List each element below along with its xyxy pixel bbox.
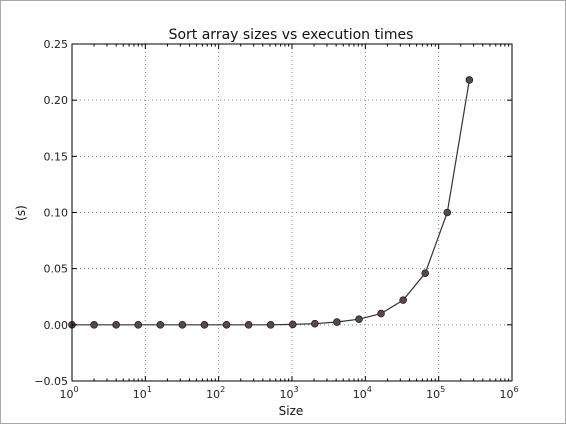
series-line	[72, 79, 470, 326]
x-tick-label: 105	[426, 385, 445, 401]
x-tick-label: 103	[279, 385, 298, 401]
x-tick-exponent: 3	[293, 385, 298, 394]
x-tick-base: 10	[133, 388, 147, 401]
x-tick-label: 106	[499, 385, 518, 401]
x-tick-base: 10	[499, 388, 513, 401]
x-tick-exponent: 5	[440, 385, 445, 394]
x-tick-base: 10	[59, 388, 73, 401]
x-tick-exponent: 0	[73, 385, 78, 394]
x-tick-labels: 100 101 102 103 104 105 106	[59, 385, 518, 401]
data-point	[333, 318, 341, 326]
data-point	[200, 321, 209, 329]
y-tick-label: 0.10	[44, 207, 69, 220]
x-tick-base: 10	[353, 388, 367, 401]
x-axis-label: Size	[279, 404, 304, 418]
data-point	[377, 309, 385, 318]
y-tick-label: 0.20	[44, 94, 69, 107]
x-tick-label: 100	[59, 385, 78, 401]
series-layer	[68, 76, 474, 329]
data-point	[465, 76, 474, 84]
ticks	[71, 43, 513, 382]
y-tick-label: 0.25	[44, 38, 69, 51]
x-tick-base: 10	[426, 388, 440, 401]
y-tick-label: −0.05	[34, 375, 68, 388]
y-tick-labels: −0.05 0.00 0.05 0.10 0.15 0.20 0.25	[34, 38, 68, 388]
x-tick-label: 104	[353, 385, 372, 401]
data-point	[156, 321, 165, 329]
chart-title: Sort array sizes vs execution times	[169, 27, 414, 43]
data-point	[222, 321, 231, 329]
x-tick-exponent: 2	[220, 385, 225, 394]
y-tick-label: 0.15	[44, 150, 69, 163]
data-point	[443, 208, 452, 217]
data-point	[244, 321, 253, 329]
y-tick-label: 0.05	[44, 263, 69, 276]
data-point	[90, 321, 98, 329]
data-point	[112, 321, 120, 329]
data-point	[288, 320, 297, 329]
data-point	[134, 321, 143, 329]
x-tick-label: 102	[206, 385, 225, 401]
data-point	[266, 321, 275, 329]
x-tick-exponent: 6	[513, 385, 518, 394]
y-tick-label: 0.00	[44, 319, 69, 332]
x-tick-label: 101	[133, 385, 152, 401]
x-tick-exponent: 1	[147, 385, 152, 394]
data-point	[311, 319, 319, 328]
data-point	[399, 296, 407, 304]
y-axis-label: (s)	[14, 205, 28, 221]
data-point	[178, 321, 187, 329]
x-tick-exponent: 4	[367, 385, 372, 394]
data-point	[421, 269, 430, 277]
x-tick-base: 10	[206, 388, 220, 401]
data-point	[355, 315, 363, 324]
x-tick-base: 10	[279, 388, 293, 401]
